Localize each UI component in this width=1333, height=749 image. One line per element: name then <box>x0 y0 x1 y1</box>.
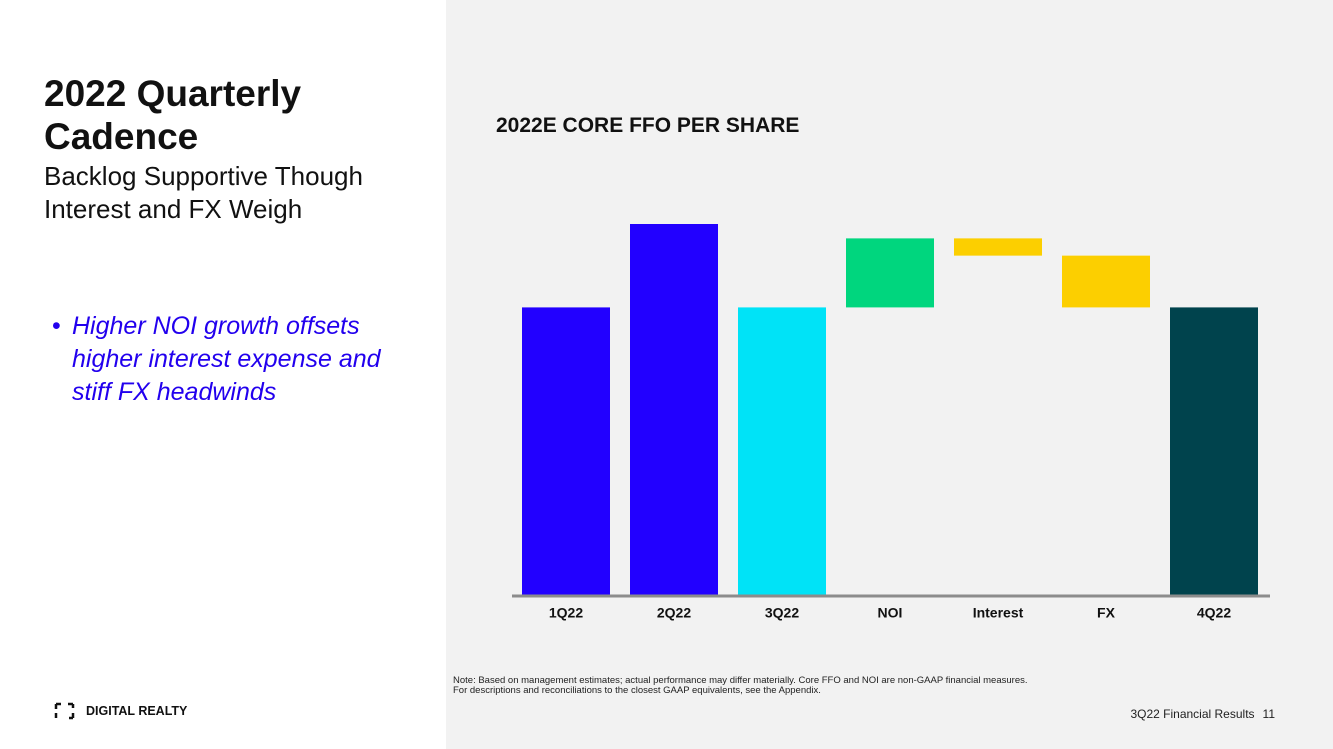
bar <box>738 307 826 595</box>
bar <box>954 238 1042 256</box>
footer-text: 3Q22 Financial Results <box>1130 707 1255 721</box>
bar <box>630 224 718 595</box>
bar <box>522 307 610 595</box>
bar <box>846 238 934 308</box>
note-line: For descriptions and reconciliations to … <box>453 685 821 696</box>
logo: DIGITAL REALTY <box>54 702 187 720</box>
x-tick-label: FX <box>1097 605 1116 621</box>
x-tick-label: 3Q22 <box>765 605 799 621</box>
x-tick-label: 1Q22 <box>549 605 583 621</box>
logo-icon <box>54 702 75 720</box>
bar <box>1170 307 1258 595</box>
logo-text: DIGITAL REALTY <box>86 704 188 718</box>
chart-title: 2022E CORE FFO PER SHARE <box>496 114 800 137</box>
slide-subtitle: Backlog Supportive Though Interest and F… <box>44 161 363 224</box>
footer: 3Q22 Financial Results 11 <box>1122 707 1275 721</box>
note: Note: Based on management estimates; act… <box>453 676 1028 696</box>
note-line: Note: Based on management estimates; act… <box>453 675 1028 686</box>
x-tick-label: NOI <box>878 605 903 621</box>
x-tick-label: 4Q22 <box>1197 605 1231 621</box>
slide-title: 2022 Quarterly Cadence <box>44 73 302 157</box>
x-tick-label: Interest <box>973 605 1024 621</box>
x-tick-label: 2Q22 <box>657 605 691 621</box>
bullet: Higher NOI growth offsets higher interes… <box>52 310 382 409</box>
bar <box>1062 255 1150 308</box>
page-number: 11 <box>1262 707 1275 721</box>
